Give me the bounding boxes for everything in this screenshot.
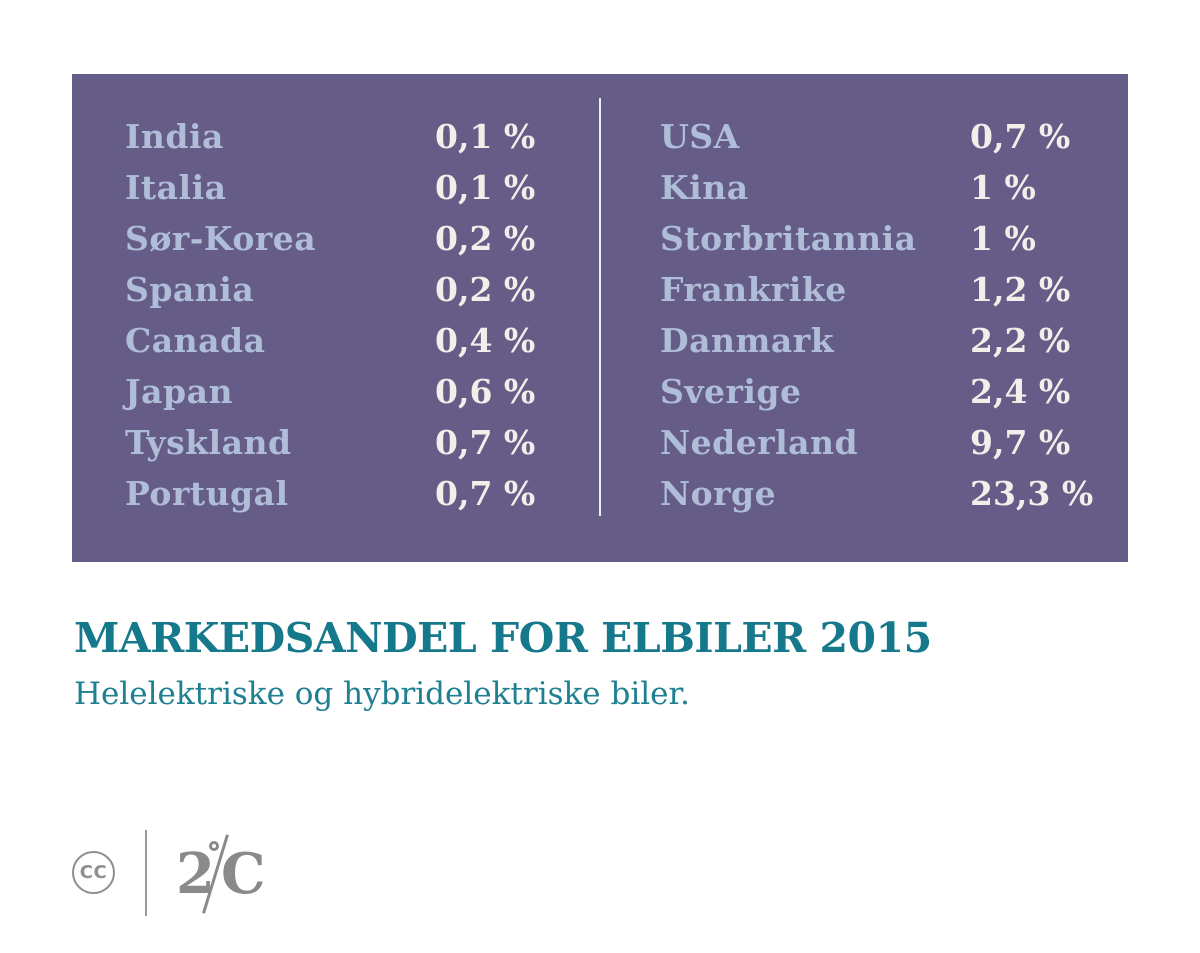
page-subtitle: Helelektriske og hybridelektriske biler.: [74, 676, 690, 712]
share-value: 0,4 %: [435, 321, 536, 360]
country-label: Frankrike: [660, 270, 847, 309]
country-label: Portugal: [125, 474, 289, 513]
creative-commons-icon: CC: [72, 851, 115, 894]
table-row: Tyskland 0,7 %: [125, 417, 585, 468]
table-row: Portugal 0,7 %: [125, 468, 585, 519]
page-title: MARKEDSANDEL FOR ELBILER 2015: [74, 614, 932, 662]
country-label: Sør-Korea: [125, 219, 317, 258]
footer-divider: [145, 830, 147, 916]
table-row: Canada 0,4 %: [125, 315, 585, 366]
share-value: 1,2 %: [970, 270, 1071, 309]
share-value: 0,1 %: [435, 168, 536, 207]
table-row: Sør-Korea 0,2 %: [125, 213, 585, 264]
country-label: Danmark: [660, 321, 835, 360]
share-value: 1 %: [970, 168, 1036, 207]
country-label: Nederland: [660, 423, 859, 462]
share-value: 0,2 %: [435, 219, 536, 258]
table-row: Storbritannia 1 %: [660, 213, 1120, 264]
table-row: Spania 0,2 %: [125, 264, 585, 315]
table-row: Norge 23,3 %: [660, 468, 1120, 519]
share-value: 0,6 %: [435, 372, 536, 411]
table-row: Nederland 9,7 %: [660, 417, 1120, 468]
country-label: Sverige: [660, 372, 802, 411]
table-row: Kina 1 %: [660, 162, 1120, 213]
share-value: 0,7 %: [970, 117, 1071, 156]
table-row: USA 0,7 %: [660, 111, 1120, 162]
country-label: Kina: [660, 168, 749, 207]
table-row: Japan 0,6 %: [125, 366, 585, 417]
share-value: 9,7 %: [970, 423, 1071, 462]
share-value: 0,7 %: [435, 423, 536, 462]
degree-icon: [209, 841, 219, 851]
country-label: USA: [660, 117, 740, 156]
share-value: 0,7 %: [435, 474, 536, 513]
country-label: Japan: [125, 372, 233, 411]
share-value: 1 %: [970, 219, 1036, 258]
table-column-left: India 0,1 % Italia 0,1 % Sør-Korea 0,2 % Spani…: [125, 111, 585, 519]
table-row: Sverige 2,4 %: [660, 366, 1120, 417]
country-label: Spania: [125, 270, 255, 309]
logo-letter: C: [221, 841, 266, 907]
share-value: 0,1 %: [435, 117, 536, 156]
table-row: Frankrike 1,2 %: [660, 264, 1120, 315]
market-share-panel: India 0,1 % Italia 0,1 % Sør-Korea 0,2 % Spani…: [72, 74, 1128, 562]
country-label: Italia: [125, 168, 227, 207]
share-value: 2,4 %: [970, 372, 1071, 411]
creative-commons-label: CC: [79, 862, 108, 883]
share-value: 2,2 %: [970, 321, 1071, 360]
two-degrees-logo: 2 C: [176, 834, 266, 916]
country-label: India: [125, 117, 224, 156]
table-row: Danmark 2,2 %: [660, 315, 1120, 366]
table-row: India 0,1 %: [125, 111, 585, 162]
country-label: Norge: [660, 474, 777, 513]
share-value: 23,3 %: [970, 474, 1094, 513]
country-label: Storbritannia: [660, 219, 917, 258]
table-row: Italia 0,1 %: [125, 162, 585, 213]
column-divider: [599, 98, 601, 516]
share-value: 0,2 %: [435, 270, 536, 309]
country-label: Tyskland: [125, 423, 292, 462]
table-column-right: USA 0,7 % Kina 1 % Storbritannia 1 % Frankrike…: [660, 111, 1120, 519]
country-label: Canada: [125, 321, 266, 360]
